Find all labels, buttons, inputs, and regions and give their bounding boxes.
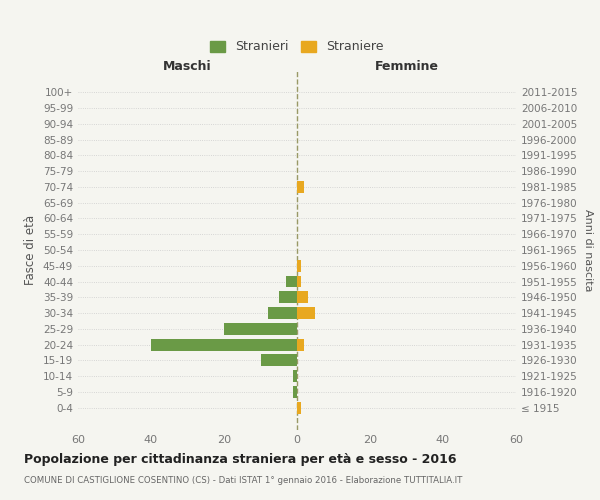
Y-axis label: Fasce di età: Fasce di età: [25, 215, 37, 285]
Bar: [297, 402, 301, 413]
Bar: [260, 354, 297, 366]
Bar: [297, 181, 304, 193]
Bar: [297, 338, 304, 350]
Text: Femmine: Femmine: [374, 60, 439, 74]
Bar: [297, 307, 315, 319]
Text: COMUNE DI CASTIGLIONE COSENTINO (CS) - Dati ISTAT 1° gennaio 2016 - Elaborazione: COMUNE DI CASTIGLIONE COSENTINO (CS) - D…: [24, 476, 463, 485]
Y-axis label: Anni di nascita: Anni di nascita: [583, 209, 593, 291]
Bar: [297, 276, 301, 287]
Bar: [151, 338, 297, 350]
Bar: [279, 292, 297, 303]
Bar: [297, 292, 308, 303]
Bar: [224, 323, 297, 335]
Bar: [293, 370, 297, 382]
Bar: [293, 386, 297, 398]
Bar: [297, 260, 301, 272]
Legend: Stranieri, Straniere: Stranieri, Straniere: [206, 36, 388, 57]
Bar: [286, 276, 297, 287]
Text: Maschi: Maschi: [163, 60, 212, 74]
Bar: [268, 307, 297, 319]
Text: Popolazione per cittadinanza straniera per età e sesso - 2016: Popolazione per cittadinanza straniera p…: [24, 452, 457, 466]
